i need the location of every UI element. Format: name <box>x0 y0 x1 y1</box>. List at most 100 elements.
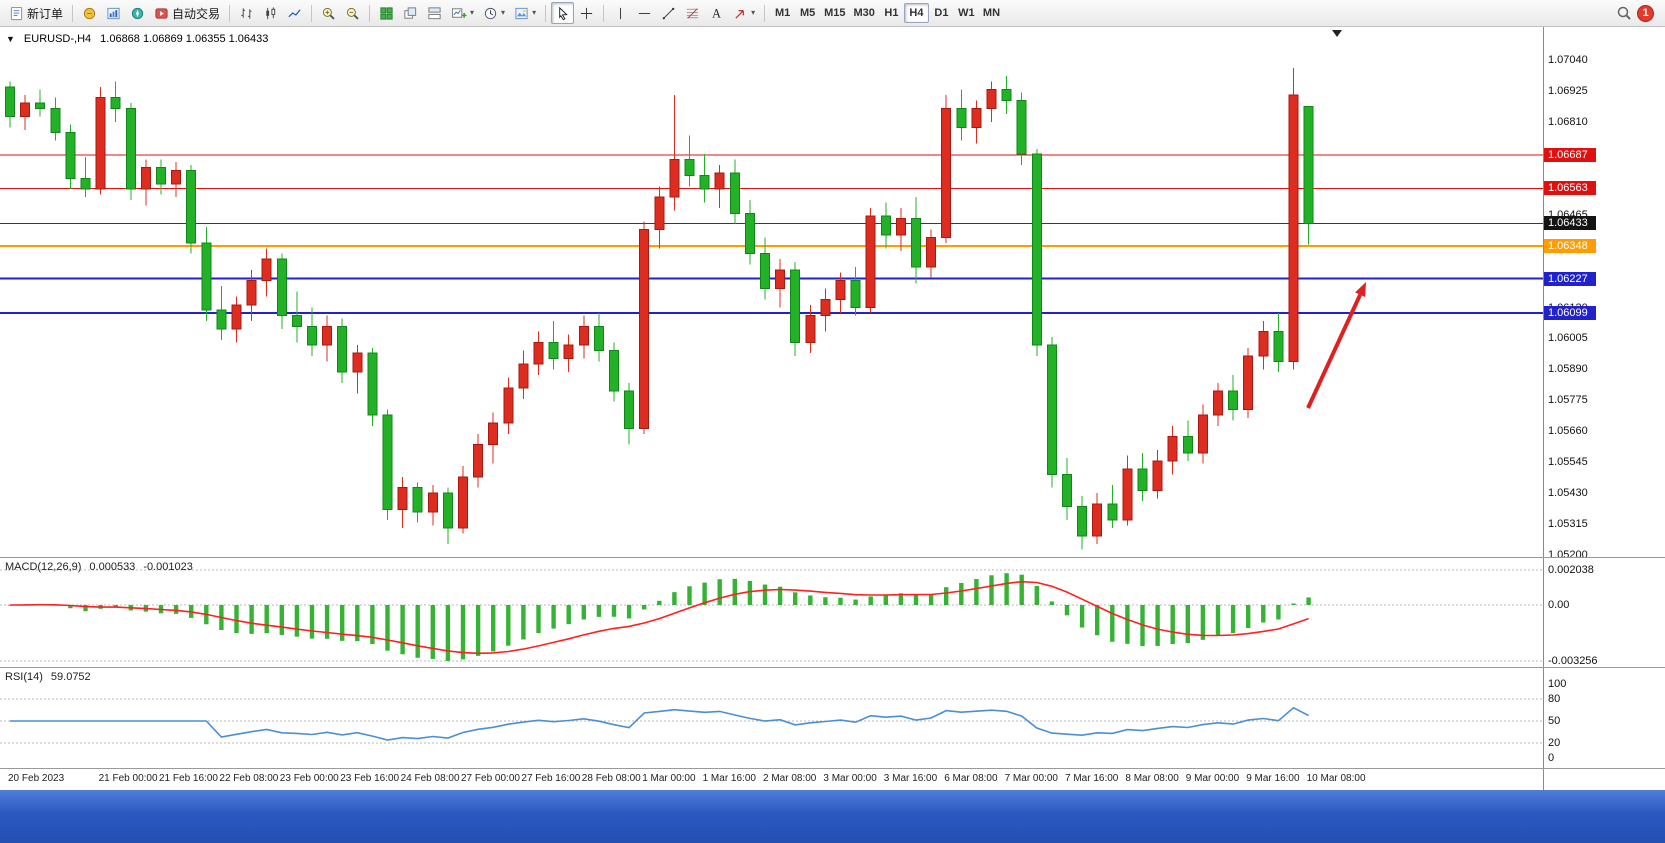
time-axis-label: 9 Mar 00:00 <box>1185 773 1240 784</box>
time-axis-label: 24 Feb 08:00 <box>400 773 460 784</box>
time-axis-label: 21 Feb 00:00 <box>98 773 158 784</box>
time-axis-label: 22 Feb 08:00 <box>219 773 279 784</box>
horizontal-line-icon <box>638 12 651 14</box>
templates-button[interactable]: ▾ <box>510 2 540 24</box>
rsi-axis-label: 0 <box>1548 752 1555 764</box>
separator <box>72 4 74 22</box>
crosshair-icon <box>580 7 593 19</box>
svg-text:A: A <box>712 6 721 20</box>
rsi-axis[interactable]: 100 80 50 20 0 <box>1543 668 1665 768</box>
rsi-label: RSI(14) 59.0752 <box>5 671 91 683</box>
data-window-button[interactable] <box>102 2 125 24</box>
time-axis-label: 28 Feb 08:00 <box>581 773 641 784</box>
line-chart-type-icon <box>288 8 301 17</box>
zoom-out-button[interactable] <box>341 2 364 24</box>
search-button[interactable] <box>1612 2 1636 24</box>
new-order-button[interactable]: 新订单 <box>5 2 67 24</box>
new-order-label: 新订单 <box>27 6 64 21</box>
time-axis-corner <box>1543 769 1665 790</box>
autotrading-icon <box>155 7 168 19</box>
time-axis[interactable]: 20 Feb 2023 21 Feb 00:00 21 Feb 16:00 22 Fe… <box>0 768 1665 790</box>
candlestick-chart-type-icon <box>266 6 276 19</box>
autotrading-label: 自动交易 <box>172 6 221 21</box>
macd-label: MACD(12,26,9) 0.000533 -0.001023 <box>5 561 193 573</box>
arrows-tool-button[interactable]: ▾ <box>729 2 759 24</box>
navigator-button[interactable] <box>126 2 149 24</box>
macd-axis-label: 0.002038 <box>1548 564 1594 576</box>
time-axis-labels: 20 Feb 2023 21 Feb 00:00 21 Feb 16:00 22 Fe… <box>0 769 1543 790</box>
zoom-in-button[interactable] <box>317 2 340 24</box>
autotrading-button[interactable]: 自动交易 <box>150 2 224 24</box>
notifications-badge[interactable]: 1 <box>1637 4 1654 22</box>
bar-chart-type-button[interactable] <box>235 2 258 24</box>
rsi-value: 59.0752 <box>50 671 91 683</box>
text-tool-icon: A <box>712 6 721 20</box>
market-watch-button[interactable] <box>78 2 101 24</box>
rsi-chart[interactable] <box>0 668 1543 769</box>
clock-icon <box>484 7 497 19</box>
chart-symbol-period: EURUSD-,H4 <box>23 33 92 45</box>
dropdown-caret-icon: ▾ <box>532 8 537 17</box>
timeframe-w1[interactable]: W1 <box>954 3 979 23</box>
candlestick-chart-type-button[interactable] <box>259 2 282 24</box>
cascade-windows-icon <box>404 6 417 19</box>
separator <box>311 4 313 22</box>
one-click-trading-toggle[interactable]: ▼ <box>6 33 15 44</box>
rsi-axis-label: 100 <box>1548 678 1567 690</box>
timeframe-m1[interactable]: M1 <box>770 3 795 23</box>
line-chart-type-button[interactable] <box>283 2 306 24</box>
price-axis-label: 1.07040 <box>1548 54 1588 66</box>
trendline-tool-button[interactable] <box>657 2 680 24</box>
vertical-line-tool-button[interactable] <box>609 2 632 24</box>
timeframe-d1[interactable]: D1 <box>929 3 954 23</box>
time-axis-label: 20 Feb 2023 <box>8 773 65 784</box>
time-axis-label: 7 Mar 00:00 <box>1004 773 1058 784</box>
price-axis-label: 1.05545 <box>1548 456 1588 469</box>
time-axis-label: 23 Feb 16:00 <box>340 773 400 784</box>
main-chart-panel: ▼ EURUSD-,H4 1.06868 1.06869 1.06355 1.0… <box>0 27 1665 561</box>
separator <box>369 4 371 22</box>
price-axis-label: 1.05430 <box>1548 487 1588 500</box>
arrange-windows-button[interactable] <box>423 2 446 24</box>
price-badge: 1.06227 <box>1544 271 1596 286</box>
cursor-tool-button[interactable] <box>551 2 575 24</box>
macd-axis[interactable]: 0.002038 0.00 -0.003256 <box>1543 558 1665 667</box>
new-chart-icon <box>452 7 467 18</box>
arrow-tool-icon <box>735 9 745 19</box>
text-tool-button[interactable]: A <box>705 2 728 24</box>
rsi-panel: RSI(14) 59.0752 100 80 50 20 0 <box>0 667 1665 768</box>
separator <box>545 4 547 22</box>
periods-button[interactable]: ▾ <box>479 2 509 24</box>
new-order-icon <box>10 6 23 20</box>
price-axis-label: 1.05775 <box>1548 394 1588 407</box>
time-axis-label: 3 Mar 00:00 <box>823 773 877 784</box>
crosshair-tool-button[interactable] <box>575 2 598 24</box>
timeframe-h1[interactable]: H1 <box>879 3 904 23</box>
cascade-windows-button[interactable] <box>399 2 422 24</box>
time-axis-label: 27 Feb 00:00 <box>461 773 520 784</box>
price-badge: 1.06433 <box>1544 216 1596 231</box>
time-axis-label: 7 Mar 16:00 <box>1065 773 1119 784</box>
price-axis[interactable]: 1.070401.069251.068101.064651.061201.060… <box>1543 27 1665 561</box>
candlestick-chart[interactable] <box>0 27 1543 557</box>
zoom-out-icon <box>346 7 359 20</box>
timeframe-m15[interactable]: M15 <box>820 3 849 23</box>
timeframe-m5[interactable]: M5 <box>795 3 820 23</box>
price-axis-label: 1.05660 <box>1548 425 1588 438</box>
timeframe-m30[interactable]: M30 <box>850 3 879 23</box>
data-window-icon <box>107 7 120 19</box>
timeframe-mn[interactable]: MN <box>979 3 1004 23</box>
timeframe-h4[interactable]: H4 <box>903 3 929 23</box>
cursor-icon <box>559 6 568 20</box>
rsi-axis-label: 80 <box>1548 692 1561 705</box>
template-icon <box>515 7 528 19</box>
macd-chart[interactable] <box>0 558 1543 668</box>
new-chart-button[interactable]: ▾ <box>447 2 478 24</box>
horizontal-line-tool-button[interactable] <box>633 2 656 24</box>
search-icon <box>1617 6 1631 20</box>
price-axis-label: 1.06005 <box>1548 332 1588 345</box>
fibonacci-tool-button[interactable] <box>681 2 704 24</box>
bar-chart-type-icon <box>241 7 252 19</box>
chart-ohlc-values: 1.06868 1.06869 1.06355 1.06433 <box>100 33 269 45</box>
tile-windows-button[interactable] <box>375 2 398 24</box>
